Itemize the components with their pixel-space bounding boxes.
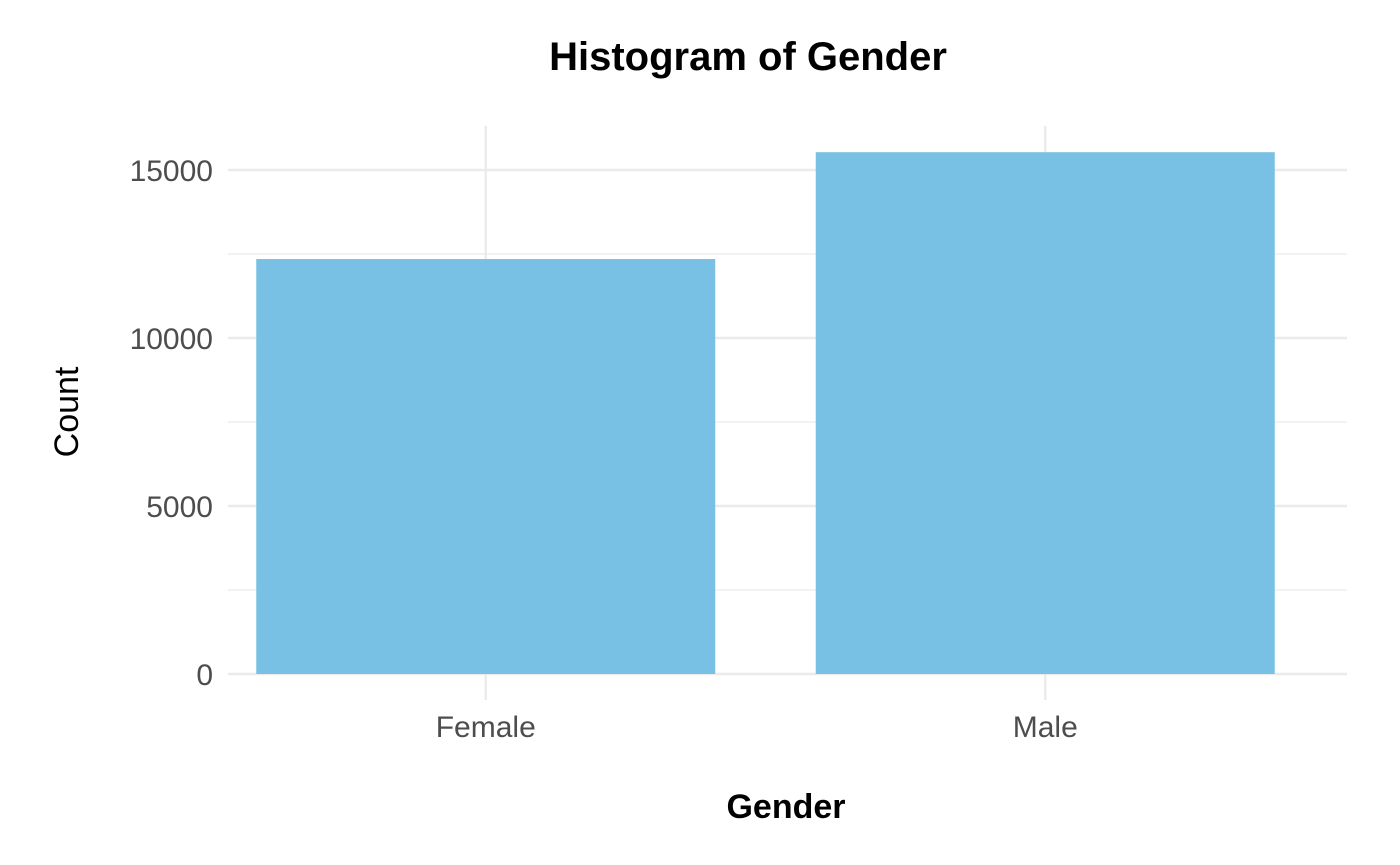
x-tick-label-male: Male <box>1013 711 1078 744</box>
bar-female <box>256 259 716 674</box>
y-tick-label-2: 10000 <box>130 323 213 356</box>
y-tick-label-1: 5000 <box>146 491 213 524</box>
y-tick-label-3: 15000 <box>130 155 213 188</box>
x-tick-label-female: Female <box>436 711 536 744</box>
chart-title: Histogram of Gender <box>549 35 947 79</box>
y-tick-labels: 0 5000 10000 15000 <box>130 155 213 692</box>
bars <box>256 152 1275 674</box>
bar-male <box>815 152 1275 674</box>
y-tick-label-0: 0 <box>196 659 213 692</box>
x-axis-title: Gender <box>726 788 845 826</box>
y-axis-title: Count <box>48 366 86 457</box>
x-tick-labels: Female Male <box>436 711 1078 744</box>
